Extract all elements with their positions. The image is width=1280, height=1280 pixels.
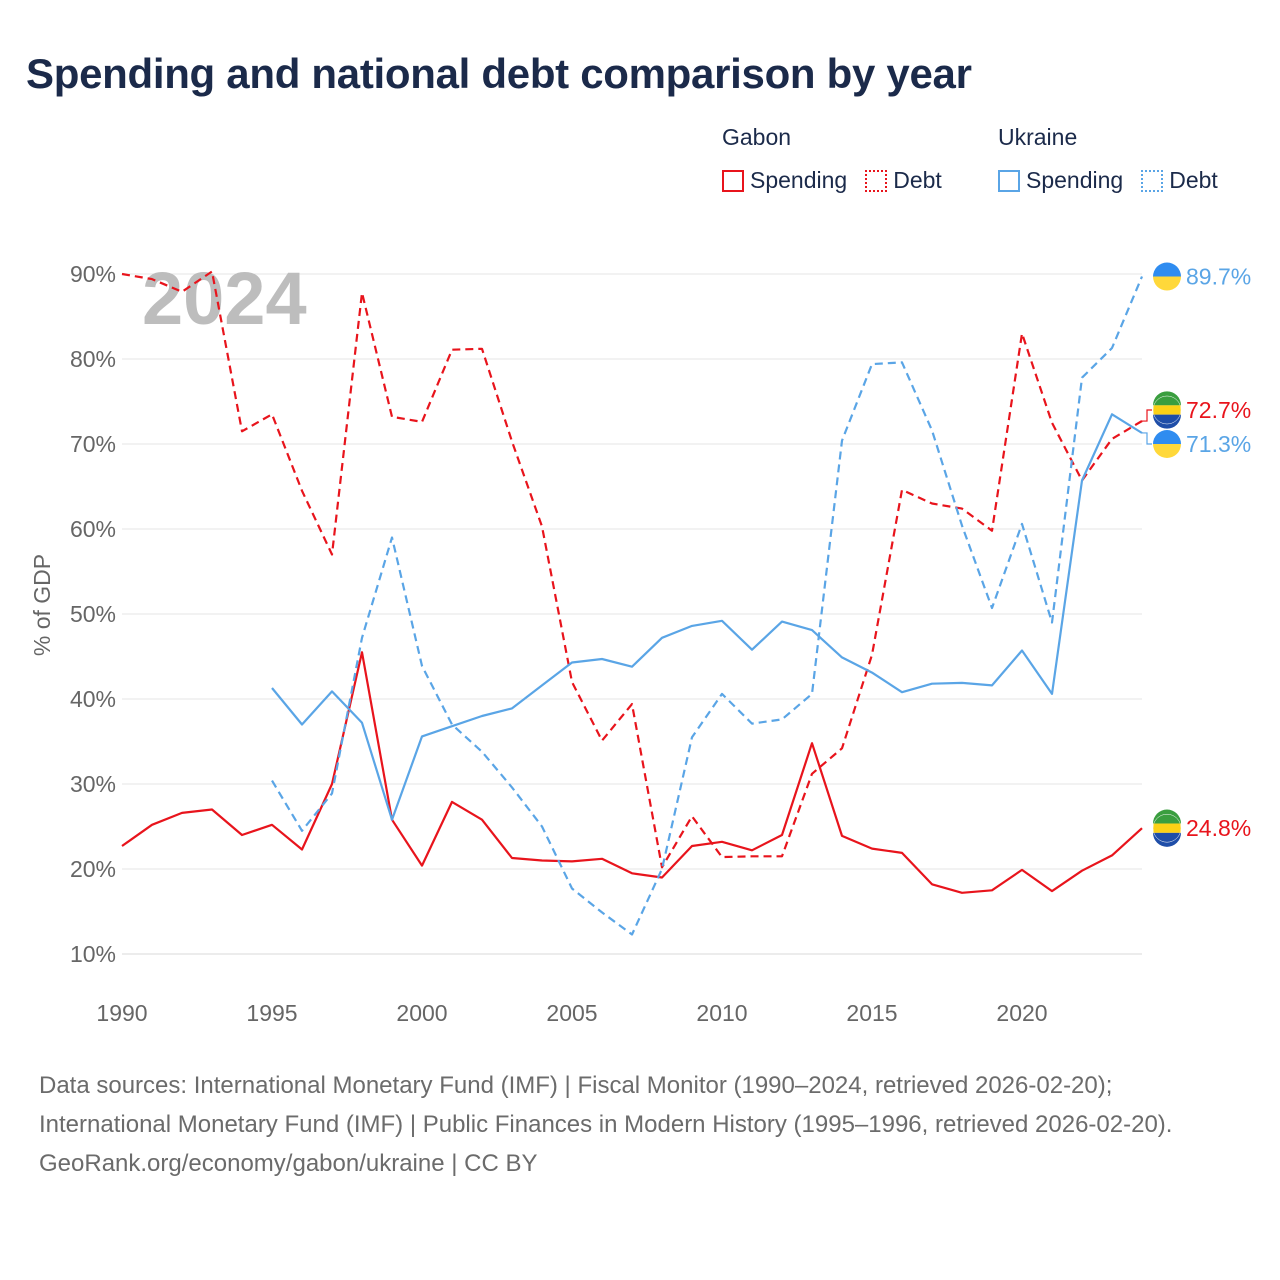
series-line-gabon-debt[interactable] (121, 270, 1143, 869)
legend-swatch-dotted (1141, 169, 1164, 192)
end-labels: 89.7% 72.7% 71.3% 24.8% (1142, 262, 1251, 847)
gabon-flag-icon (1152, 391, 1182, 429)
x-tick-label: 1995 (246, 1000, 297, 1026)
legend-swatch-dotted (865, 169, 888, 192)
x-tick-label: 1990 (96, 1000, 147, 1026)
y-tick-label: 10% (70, 941, 116, 967)
series-line-gabon-spending[interactable] (121, 651, 1143, 894)
x-axis-ticks: 1990 1995 2000 2005 2010 2015 2020 (96, 1000, 1047, 1026)
legend-group-label: Gabon (722, 124, 792, 150)
end-label-connector (1142, 409, 1152, 422)
legend-group-ukraine: Ukraine Spending Debt (998, 124, 1236, 194)
end-label-connector (1142, 432, 1152, 445)
legend-item-gabon-debt[interactable]: Debt (865, 167, 942, 194)
series-line-ukraine-debt[interactable] (271, 276, 1144, 936)
y-tick-label: 50% (70, 601, 116, 627)
x-tick-label: 2010 (696, 1000, 747, 1026)
legend-item-label: Spending (1026, 167, 1124, 193)
line-chart: 2024 10%20%30%40%50%60%70%80%90% 1990 199… (29, 257, 1251, 1026)
legend-swatch-solid (722, 169, 744, 192)
y-tick-label: 90% (70, 261, 116, 287)
x-tick-label: 2005 (546, 1000, 597, 1026)
series-line-ukraine-spending[interactable] (271, 413, 1143, 821)
legend-item-gabon-spending[interactable]: Spending (722, 167, 847, 194)
ukraine-flag-icon (1153, 430, 1181, 458)
legend-item-ukraine-debt[interactable]: Debt (1141, 167, 1218, 194)
legend-item-label: Spending (750, 167, 848, 193)
y-tick-label: 60% (70, 516, 116, 542)
end-value-label: 89.7% (1186, 264, 1251, 290)
gridlines (122, 273, 1142, 955)
ukraine-flag-icon (1153, 262, 1181, 291)
legend-item-label: Debt (893, 167, 942, 193)
year-watermark: 2024 (142, 257, 307, 340)
y-tick-label: 20% (70, 856, 116, 882)
gabon-flag-icon (1152, 809, 1182, 847)
y-tick-label: 40% (70, 686, 116, 712)
end-value-label: 71.3% (1186, 431, 1251, 457)
legend-group-label: Ukraine (998, 124, 1078, 150)
credit-link[interactable]: GeoRank.org/economy/gabon/ukraine | CC B… (39, 1150, 538, 1177)
legend-group-gabon: Gabon Spending Debt (722, 124, 960, 194)
legend-item-ukraine-spending[interactable]: Spending (998, 167, 1123, 194)
y-tick-label: 80% (70, 346, 116, 372)
end-value-label: 72.7% (1186, 397, 1251, 423)
series-lines (121, 270, 1144, 936)
y-tick-label: 70% (70, 431, 116, 457)
end-value-label: 24.8% (1186, 815, 1251, 841)
y-tick-label: 30% (70, 771, 116, 797)
legend-item-label: Debt (1169, 167, 1218, 193)
x-tick-label: 2015 (846, 1000, 897, 1026)
footer: Data sources: International Monetary Fun… (39, 1066, 1239, 1183)
x-tick-label: 2000 (396, 1000, 447, 1026)
legend-swatch-solid (998, 169, 1020, 192)
x-tick-label: 2020 (996, 1000, 1047, 1026)
y-axis-ticks: 10% 20% 30% 40% 50% 60% 70% 80% 90% (70, 261, 116, 967)
y-axis-label: % of GDP (29, 554, 55, 656)
chart-title: Spending and national debt comparison by… (26, 50, 972, 97)
data-sources: Data sources: International Monetary Fun… (39, 1072, 1173, 1138)
